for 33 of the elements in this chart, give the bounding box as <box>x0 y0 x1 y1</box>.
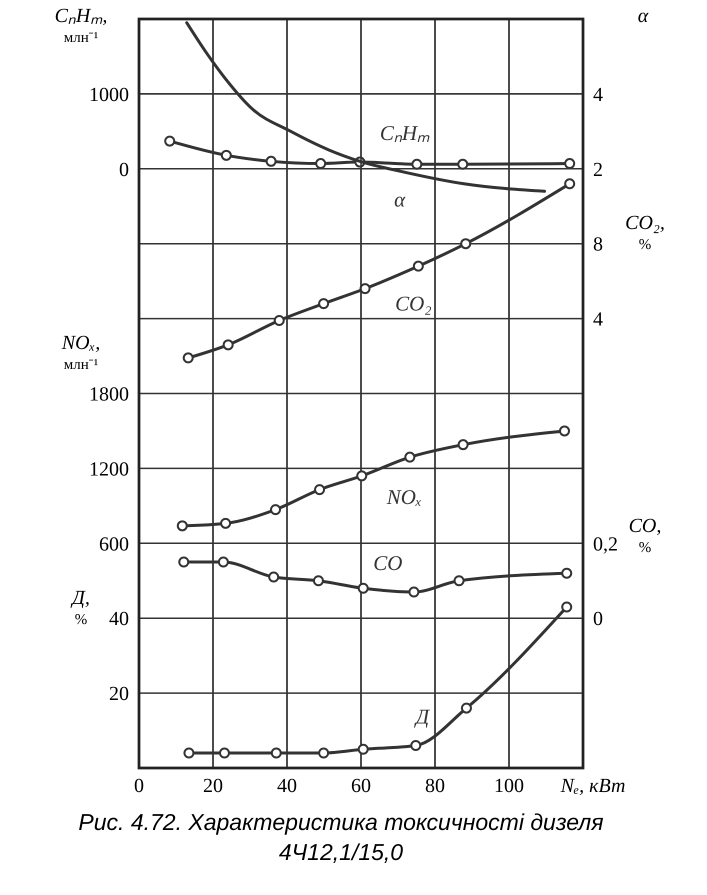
y-tick-label: 600 <box>99 533 129 556</box>
text: Рис. 4.72. Характеристика токсичності дизеля 4Ч12,1/15,0 <box>78 809 604 865</box>
y3-axis-title: CO₂, % <box>625 212 665 253</box>
y-tick-label: 1800 <box>89 384 129 406</box>
x-tick-label: 60 <box>351 775 371 797</box>
series-label: α <box>394 188 406 212</box>
y3-tick-label: 4 <box>593 308 603 331</box>
y2-tick-label: 0 <box>593 608 603 630</box>
x-tick-label: 100 <box>494 775 524 797</box>
y-axis-title: NOₓ, млн⁻¹ <box>60 332 100 373</box>
series-label: NOₓ <box>386 484 422 509</box>
y-tick-label: 1200 <box>89 458 129 480</box>
series-label: CO₂ <box>395 292 432 316</box>
y-tick-label: 0 <box>119 158 129 181</box>
y2-axis-title: CO, % <box>628 515 662 556</box>
x-tick-label: 0 <box>134 775 144 797</box>
series-label: CₙHₘ <box>380 121 430 146</box>
series-label: CO <box>373 551 402 576</box>
y3-tick-label: 8 <box>593 234 603 256</box>
x-tick-label: 40 <box>277 775 297 797</box>
x-axis-title: Nₑ, кВт <box>560 775 626 797</box>
y-axis-title: CₙHₘ, млн⁻¹ <box>54 5 108 46</box>
y-tick-label: 1000 <box>89 84 129 106</box>
x-tick-label: 80 <box>425 775 445 797</box>
x-tick-label: 20 <box>203 775 223 797</box>
y3-tick-label: 20 <box>109 683 129 706</box>
y2-tick-label: 4 <box>593 84 603 106</box>
y3-axis-title: Д, % <box>70 587 90 628</box>
y2-tick-label: 2 <box>593 158 603 181</box>
series-label: Д <box>414 704 431 729</box>
y2-tick-label: 0,2 <box>593 533 618 556</box>
y3-tick-label: 40 <box>109 608 129 630</box>
y2-axis-title: α <box>638 5 649 27</box>
